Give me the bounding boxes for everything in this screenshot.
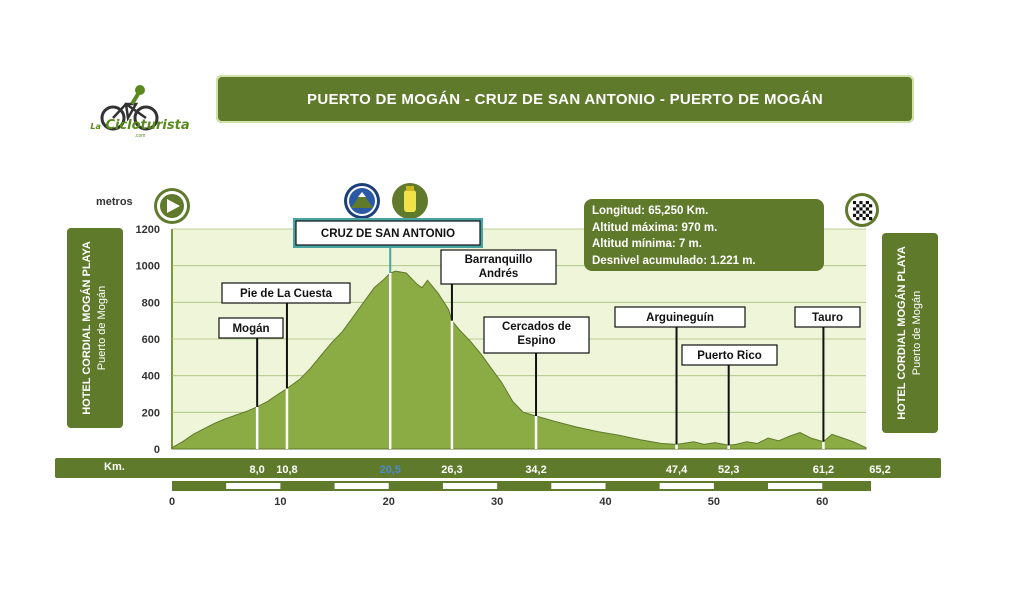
checker-square [853,213,857,217]
logo-wordmark: La Cicloturista [90,118,190,133]
checker-square [859,201,863,205]
checker-square [865,201,869,205]
checker-square [865,213,869,217]
checker-square [869,213,873,217]
stat-length: Longitud: 65,250 Km. [592,205,709,217]
km-bar [55,458,941,478]
checker-square [862,213,866,217]
waypoint-label-box [295,220,481,246]
checker-square [853,210,857,214]
checker-square [862,207,866,211]
checker-square [865,217,869,221]
cicloturista-logo [100,85,159,131]
km-bar-label: Km. [104,461,125,473]
checker-square [856,213,860,217]
checker-square [862,204,866,208]
route-title: PUERTO DE MOGÁN - CRUZ DE SAN ANTONIO - … [216,75,914,123]
checker-square [853,207,857,211]
checker-square [862,210,866,214]
waypoint-label: Mogán [232,323,269,335]
checker-square [862,201,866,205]
y-tick-label: 1200 [136,224,160,236]
waypoint-label-box [614,306,746,328]
checker-square [869,207,873,211]
checker-square [862,217,866,221]
y-tick-label: 400 [142,371,160,383]
water-bottle-icon [392,183,428,219]
waypoint-label-box [483,316,590,354]
checker-square [859,204,863,208]
checker-square [869,201,873,205]
y-tick-label: 1000 [136,261,160,273]
stat-min-altitude: Altitud mínima: 7 m. [592,238,702,250]
checker-square [856,210,860,214]
checker-square [856,201,860,205]
waypoint-label-box [681,344,778,366]
waypoint-label: Espino [517,335,555,347]
waypoint-label-box [794,306,861,328]
checker-square [859,213,863,217]
waypoint-label: Puerto Rico [697,350,762,362]
start-play-icon [154,188,190,224]
checker-square [859,207,863,211]
checker-square [856,217,860,221]
y-tick-label: 0 [154,444,160,456]
checker-square [869,217,873,221]
y-tick-label: 200 [142,407,160,419]
waypoint-label: Barranquillo [465,254,533,266]
start-hotel-panel: HOTEL CORDIAL MOGÁN PLAYA Puerto de Mogá… [67,228,123,428]
checker-square [856,207,860,211]
finish-hotel-panel: HOTEL CORDIAL MOGÁN PLAYA Puerto de Mogá… [882,233,938,433]
y-tick-label: 800 [142,297,160,309]
checker-square [856,204,860,208]
checker-square [853,204,857,208]
waypoint-label: Andrés [479,268,519,280]
y-tick-label: 600 [142,334,160,346]
checker-square [865,207,869,211]
checker-square [853,201,857,205]
finish-flag-icon [845,193,879,227]
checker-square [859,210,863,214]
waypoint-label: CRUZ DE SAN ANTONIO [321,228,455,240]
mountain-summit-icon [344,183,380,219]
elevation-area [171,270,867,450]
route-stats-box: Longitud: 65,250 Km. Altitud máxima: 970… [584,199,824,271]
waypoint-label-box [440,249,557,285]
checker-square [853,217,857,221]
waypoint-label: Arguineguín [646,312,714,324]
stat-max-altitude: Altitud máxima: 970 m. [592,221,718,234]
checker-square [865,210,869,214]
waypoint-label: Tauro [812,312,843,324]
logo-domain: .com [134,133,146,139]
stat-elevation-gain: Desnivel acumulado: 1.221 m. [592,254,756,267]
checker-square [865,204,869,208]
waypoint-label: Pie de La Cuesta [240,288,333,300]
checker-square [859,217,863,221]
checker-square [869,204,873,208]
waypoint-label-box [218,317,284,339]
y-axis-unit: metros [96,196,133,208]
checker-square [869,210,873,214]
waypoint-label: Cercados de [502,321,571,333]
waypoint-label-box [221,282,351,304]
